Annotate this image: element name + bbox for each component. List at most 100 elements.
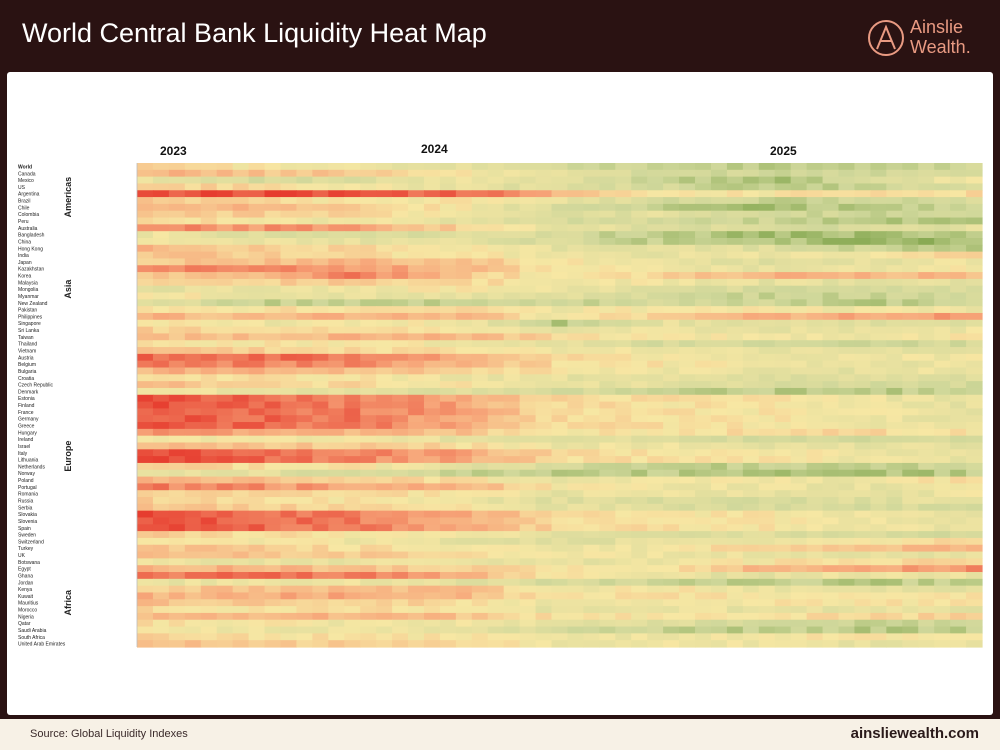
heatmap-cell — [216, 306, 234, 314]
heatmap-cell — [870, 544, 887, 553]
heatmap-cell — [615, 544, 632, 553]
heatmap-cell — [232, 278, 250, 287]
heatmap-cell — [886, 578, 903, 587]
heatmap-chart: 2023 2024 2025 WorldCanadaMexicoUSArgent… — [18, 142, 983, 648]
heatmap-cell — [264, 360, 282, 369]
logo-line2: Wealth. — [910, 37, 971, 57]
heatmap-cell — [902, 306, 919, 314]
heatmap-cell — [615, 306, 632, 314]
heatmap-cell — [360, 476, 377, 484]
heatmap-cell — [758, 462, 776, 471]
heatmap-cell — [758, 183, 776, 191]
heatmap-cell — [216, 224, 234, 232]
heatmap-cell — [423, 449, 441, 457]
heatmap-cell — [758, 217, 776, 225]
heatmap-cell — [408, 551, 425, 559]
brand-logo[interactable]: Ainslie Wealth. — [866, 16, 990, 60]
heatmap-cell — [423, 476, 441, 484]
heatmap-cell — [774, 408, 792, 416]
heatmap-cell — [551, 572, 569, 580]
heatmap-cell — [503, 183, 521, 191]
heatmap-cell — [487, 422, 505, 430]
heatmap-cell — [551, 558, 569, 566]
heatmap-cell — [774, 210, 792, 219]
heatmap-cell — [184, 319, 202, 328]
heatmap-cell — [392, 258, 409, 266]
heatmap-cell — [934, 197, 951, 205]
heatmap-cell — [806, 353, 824, 362]
heatmap-cell — [280, 299, 298, 307]
heatmap-cell — [966, 190, 983, 198]
heatmap-cell — [439, 462, 457, 471]
heatmap-cell — [551, 306, 569, 314]
heatmap-cell — [966, 456, 983, 464]
heatmap-cell — [455, 462, 473, 471]
heatmap-cell — [806, 265, 824, 273]
heatmap-cell — [184, 633, 202, 641]
heatmap-cell — [503, 572, 521, 580]
heatmap-cell — [551, 578, 569, 587]
heatmap-cell — [599, 319, 616, 328]
heatmap-cell — [376, 578, 393, 587]
heatmap-cell — [312, 203, 329, 212]
heatmap-cell — [742, 285, 760, 294]
heatmap-cell — [519, 163, 537, 171]
heatmap-cell — [647, 190, 664, 198]
heatmap-cell — [423, 497, 441, 505]
heatmap-cell — [567, 606, 585, 614]
heatmap-cell — [663, 381, 680, 389]
heatmap-cell — [647, 640, 664, 648]
heatmap-cell — [535, 408, 553, 416]
heatmap-cell — [216, 312, 234, 321]
heatmap-cell — [503, 599, 521, 607]
heatmap-cell — [344, 258, 361, 266]
heatmap-cell — [806, 599, 824, 607]
heatmap-cell — [599, 531, 616, 539]
heatmap-cell — [758, 251, 776, 260]
heatmap-cell — [822, 537, 840, 546]
heatmap-cell — [487, 333, 505, 341]
heatmap-cell — [392, 422, 409, 430]
heatmap-cell — [344, 572, 361, 580]
heatmap-cell — [232, 251, 250, 260]
heatmap-cell — [790, 203, 808, 212]
heatmap-cell — [615, 278, 632, 287]
heatmap-cell — [152, 524, 170, 532]
heatmap-cell — [471, 292, 489, 300]
heatmap-cell — [886, 347, 903, 355]
heatmap-cell — [567, 633, 585, 641]
heatmap-cell — [137, 408, 154, 416]
heatmap-cell — [726, 428, 744, 437]
heatmap-cell — [790, 476, 808, 484]
heatmap-cell — [695, 183, 712, 191]
heatmap-cell — [471, 462, 489, 471]
heatmap-cell — [726, 476, 744, 484]
heatmap-cell — [838, 469, 856, 478]
heatmap-cell — [742, 278, 760, 287]
heatmap-cell — [184, 442, 202, 450]
heatmap-cell — [184, 544, 202, 553]
heatmap-cell — [806, 578, 824, 587]
heatmap-cell — [870, 210, 887, 219]
heatmap-cell — [870, 585, 887, 594]
heatmap-cell — [280, 408, 298, 416]
heatmap-cell — [439, 503, 457, 512]
heatmap-cell — [551, 197, 569, 205]
heatmap-cell — [695, 319, 712, 328]
heatmap-cell — [758, 531, 776, 539]
heatmap-cell — [742, 476, 760, 484]
heatmap-cell — [137, 394, 154, 403]
heatmap-cell — [360, 469, 377, 478]
heatmap-cell — [503, 244, 521, 253]
website-link[interactable]: ainsliewealth.com — [850, 725, 979, 742]
heatmap-cell — [264, 231, 282, 239]
heatmap-cell — [647, 469, 664, 478]
heatmap-cell — [758, 299, 776, 307]
heatmap-cell — [168, 258, 186, 266]
heatmap-cell — [408, 558, 425, 566]
heatmap-cell — [232, 197, 250, 205]
heatmap-cell — [439, 544, 457, 553]
heatmap-cell — [886, 340, 903, 348]
heatmap-cell — [184, 340, 202, 348]
heatmap-cell — [902, 572, 919, 580]
